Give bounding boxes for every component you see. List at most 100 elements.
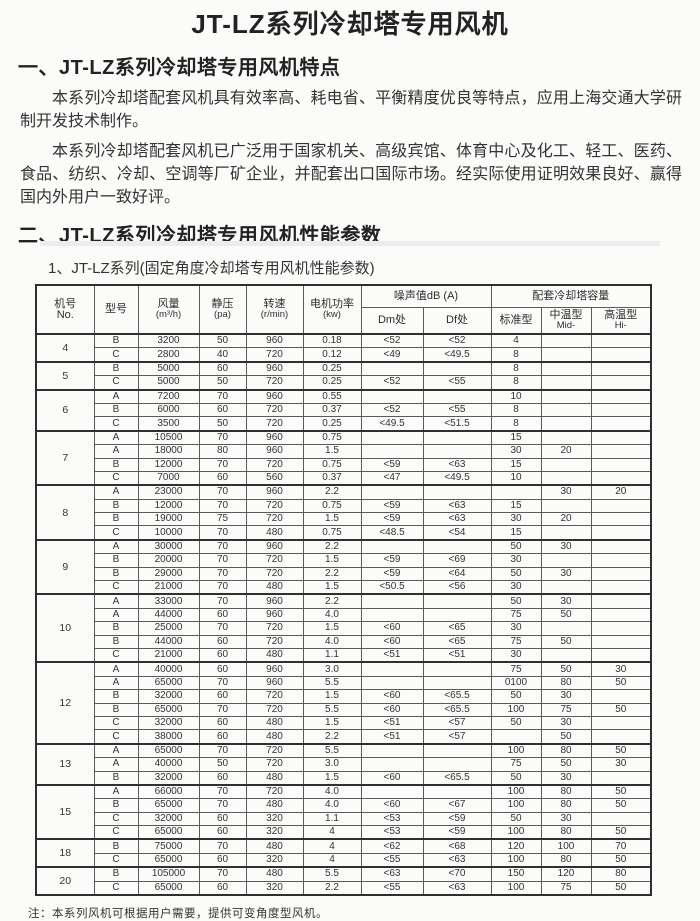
col-header-noise-df: Df处 [422,307,492,335]
table-row: C 65000 60 320 4 <55 <63 100 80 50 [36,852,652,868]
cell: C [93,347,139,363]
cell: 720 [245,402,304,418]
cell: C [93,375,139,391]
footnote: 注：本系列风机可根据用户需要，提供可变角度型风机。 [28,908,328,921]
cell: 30 [490,444,542,459]
cell: 0.37 [302,402,362,418]
cell [590,538,652,555]
machine-no-cell: 12 [35,661,95,745]
cell: 10 [490,388,542,404]
cell: 720 [245,702,304,717]
cell [540,553,592,568]
machine-no-cell: 13 [35,742,95,786]
spec-table-header: 机号 No. 型号 风量 (m³/h) 静压 (pa) 转速 (r/min) 电 [35,284,652,335]
cell: 40000 [137,661,200,677]
cell [540,647,592,663]
cell: 44000 [137,607,200,623]
cell: <59 [360,553,424,568]
table-row: 15 A 66000 70 720 4.0 100 80 50 [35,783,652,840]
cell: 720 [245,498,304,514]
cell: 21000 [137,580,200,595]
cell: 120 [490,838,542,854]
cell: <54 [422,525,492,541]
cell: 5.5 [302,675,362,691]
cell: C [93,852,139,868]
cell: 70 [198,702,247,717]
cell: A [93,429,139,446]
col-header-static-pressure: 静压 (pa) [198,284,247,335]
cell: <63 [422,512,492,527]
cell: 75000 [137,838,200,854]
table-row: C 65000 60 320 2.2 <55 <63 100 75 50 [36,880,652,896]
table-row: B 44000 60 720 4.0 <60 <65 75 50 [36,634,652,649]
machine-no-cell: 8 [35,484,95,541]
cell: 80 [198,444,247,459]
cell: 65000 [137,852,200,868]
cell: 60 [198,825,247,840]
cell: B [93,689,139,704]
cell: 40000 [137,757,200,772]
cell: 70 [198,457,247,472]
cell: 960 [245,607,304,623]
cell: <59 [360,498,424,514]
cell: 7200 [137,388,200,404]
col-header-model: 型号 [93,284,139,335]
col-group-capacity: 配套冷却塔容量 [490,284,652,308]
cell: <59 [360,512,424,527]
cell [590,470,652,486]
cell [540,416,592,432]
params-subheading: 1、JT-LZ系列(固定角度冷却塔专用风机性能参数) [48,260,375,277]
cell: A [93,593,139,609]
cell: 1.5 [302,580,362,595]
cell: C [93,470,139,486]
cell: 75 [490,757,542,772]
cell: <69 [422,553,492,568]
cell: 50 [490,566,542,582]
cell: 50 [590,742,652,759]
cell: 7000 [137,470,200,486]
table-row: A 40000 50 720 3.0 75 50 30 [36,757,652,772]
cell: 70 [198,621,247,636]
cell: <52 [360,333,424,349]
table-row: B 12000 70 720 0.75 <59 <63 15 [36,498,652,514]
cell: 105000 [137,866,200,882]
cell: 30 [540,689,592,704]
section-features-heading: 一、JT-LZ系列冷却塔专用风机特点 [18,57,341,79]
cell [422,661,492,677]
cell: B [93,360,139,377]
cell: 1.1 [302,647,362,663]
cell: A [93,675,139,691]
table-row: 10 A 33000 70 960 2.2 50 30 [35,593,652,663]
cell: 50 [490,770,542,786]
cell: 2.2 [302,880,362,896]
cell: 75 [490,661,542,677]
cell: 320 [245,880,304,896]
cell: <63 [422,880,492,896]
cell: 15 [490,525,542,541]
cell: <51 [360,715,424,731]
cell: 100 [540,838,592,854]
cell: 720 [245,742,304,759]
cell: 32000 [137,811,200,827]
cell: 720 [245,757,304,772]
cell: 50 [490,715,542,731]
cell: 0.25 [302,416,362,432]
cell: A [93,388,139,404]
cell: 0.55 [302,388,362,404]
cell: 21000 [137,647,200,663]
cell [590,689,652,704]
cell: 1.5 [302,689,362,704]
cell: 80 [540,742,592,759]
table-row: B 20000 70 720 1.5 <59 <69 30 [36,553,652,568]
cell: <65.5 [422,689,492,704]
cell: 320 [245,852,304,868]
cell: 23000 [137,484,200,500]
cell: 960 [245,388,304,404]
cell: 1.5 [302,770,362,786]
cell: <55 [360,880,424,896]
cell: 960 [245,538,304,555]
cell: <65.5 [422,770,492,786]
cell: 2.2 [302,566,362,582]
cell: 65000 [137,675,200,691]
cell: 3200 [137,333,200,349]
